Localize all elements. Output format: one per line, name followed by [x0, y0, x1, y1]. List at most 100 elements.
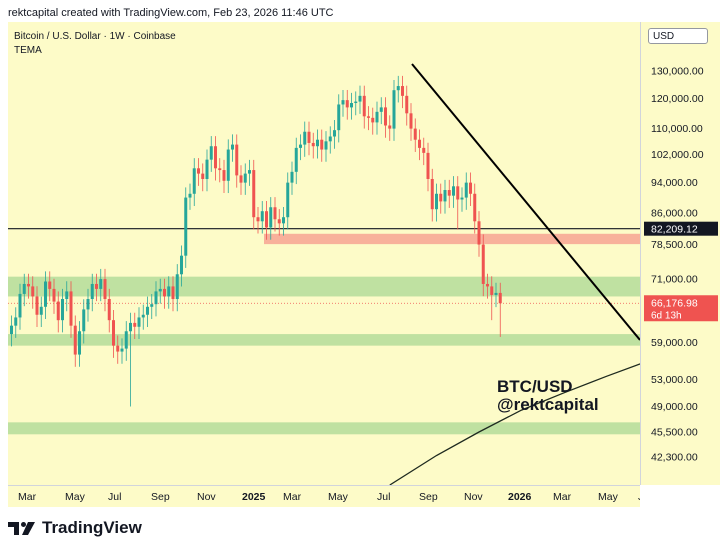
y-tick-label: 53,000.00	[651, 374, 698, 386]
horizontal-line-label: 82,209.12	[651, 224, 698, 236]
candle-body	[107, 299, 111, 321]
candle-body	[367, 116, 370, 118]
candle-body	[435, 193, 438, 210]
x-tick-label: May	[598, 491, 619, 503]
zone-green-1	[8, 334, 640, 346]
y-tick-label: 130,000.00	[651, 66, 704, 78]
x-tick-label: 2026	[508, 491, 532, 503]
x-tick-label: Jul	[108, 491, 121, 503]
candle-body	[384, 107, 387, 126]
candle-body	[141, 314, 145, 318]
chart-area[interactable]	[8, 22, 640, 485]
candle-body	[137, 317, 141, 327]
candle-body	[375, 111, 379, 123]
candle-body	[44, 281, 47, 307]
price-axis[interactable]: 130,000.00 120,000.00 110,000.00 102,000.00…	[640, 22, 720, 485]
candle-body	[481, 244, 485, 284]
candle-body	[188, 193, 192, 198]
x-tick-label: May	[328, 491, 349, 503]
candle-body	[324, 141, 328, 150]
x-tick-label: Jul	[638, 491, 640, 503]
candle-body	[452, 186, 455, 196]
candle-body	[358, 95, 362, 102]
last-price-countdown: 6d 13h	[651, 310, 682, 321]
candle-body	[388, 125, 392, 129]
candle-body	[27, 283, 30, 287]
candle-body	[430, 178, 434, 210]
candle-body	[265, 211, 268, 228]
candle-body	[112, 320, 115, 346]
candle-body	[362, 95, 366, 117]
last-price-label: 66,176.98	[651, 297, 698, 309]
y-tick-label: 94,000.00	[651, 177, 698, 189]
y-tick-label: 42,300.00	[651, 452, 698, 464]
candle-body	[328, 136, 332, 142]
y-tick-label: 49,000.00	[651, 401, 698, 413]
candle-body	[197, 168, 200, 174]
x-tick-label: Mar	[283, 491, 302, 503]
candle-body	[473, 193, 477, 222]
y-tick-label: 59,000.00	[651, 337, 698, 349]
candle-body	[95, 283, 98, 289]
candle-body	[78, 331, 81, 355]
candle-body	[486, 283, 489, 287]
candle-body	[269, 207, 273, 228]
y-tick-label: 45,500.00	[651, 427, 698, 439]
candle-body	[460, 197, 464, 200]
candle-body	[311, 142, 315, 147]
currency-selector[interactable]: USD	[648, 28, 708, 44]
x-tick-label: May	[65, 491, 86, 503]
candle-body	[18, 293, 22, 318]
x-tick-label: 2025	[242, 491, 266, 503]
x-tick-label: Jul	[377, 491, 390, 503]
candle-body	[180, 255, 183, 275]
candle-body	[61, 299, 64, 321]
candle-body	[133, 322, 137, 327]
price-chart[interactable]	[8, 22, 640, 485]
candle-body	[477, 221, 481, 245]
candle-body	[392, 90, 396, 129]
tema-line	[389, 363, 640, 485]
candle-body	[354, 101, 358, 104]
indicator-legend: TEMA	[14, 45, 42, 56]
candle-body	[371, 117, 375, 123]
x-tick-label: Sep	[151, 491, 170, 503]
candle-body	[337, 104, 341, 131]
candle-body	[209, 146, 213, 160]
candle-body	[201, 173, 205, 179]
candle-body	[498, 292, 502, 304]
x-tick-label: Sep	[419, 491, 438, 503]
candle-body	[31, 286, 35, 297]
candle-body	[405, 95, 409, 114]
candle-body	[333, 130, 336, 137]
y-tick-label: 120,000.00	[651, 93, 704, 105]
candle-body	[341, 100, 345, 105]
price-axis-labels: 130,000.00 120,000.00 110,000.00 102,000.00…	[644, 66, 718, 464]
candle-body	[316, 139, 319, 147]
candle-body	[290, 171, 294, 183]
candle-body	[103, 279, 107, 300]
y-tick-label: 110,000.00	[651, 123, 703, 135]
candle-body	[379, 107, 383, 112]
tradingview-logo-icon	[8, 522, 35, 535]
candle-body	[494, 292, 498, 295]
candle-body	[120, 348, 124, 352]
time-axis-labels: Mar May Jul Sep Nov 2025 Mar May Jul Sep Nov 2026 Ma…	[18, 491, 651, 503]
candle-body	[184, 197, 188, 256]
candle-body	[154, 291, 158, 305]
candle-body	[235, 144, 239, 176]
candle-body	[116, 345, 120, 352]
trendline	[411, 63, 640, 341]
time-axis[interactable]: Mar May Jul Sep Nov 2025 Mar May Jul Sep Nov 2026 Ma…	[8, 485, 651, 507]
candle-body	[248, 170, 251, 174]
candle-body	[273, 207, 277, 220]
candle-body	[396, 86, 400, 91]
candle-body	[48, 281, 52, 289]
candle-body	[443, 190, 447, 202]
candle-body	[294, 147, 298, 172]
candle-body	[469, 182, 472, 194]
candle-body	[90, 283, 94, 300]
x-tick-label: Nov	[197, 491, 216, 503]
candle-body	[205, 159, 209, 179]
annotation-ticker: BTC/USD	[497, 377, 573, 396]
